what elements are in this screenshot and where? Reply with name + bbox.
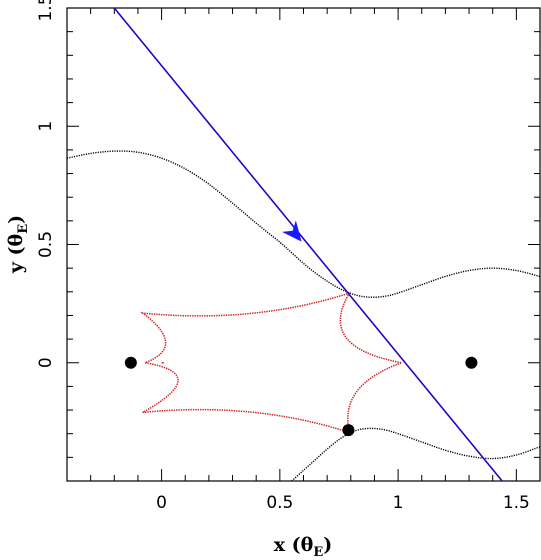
axis-ticks: [66, 7, 541, 482]
source-trajectory: [113, 8, 503, 481]
x-tick-label: 0.5: [266, 493, 293, 513]
x-tick-label: 1: [393, 493, 404, 513]
x-tick-label: 0: [156, 493, 167, 513]
y-tick-label: 0.5: [36, 231, 56, 258]
lens-marker: [124, 356, 137, 369]
lens-marker: [465, 356, 478, 369]
y-tick-label: 1: [36, 121, 56, 132]
plot-frame: [66, 7, 541, 482]
curves: [67, 8, 540, 481]
y-tick-label: 1.5: [36, 0, 56, 22]
y-tick-label: 0: [36, 357, 56, 368]
tick-labels: 0 0.5 1 1.5 0 0.5 1 1.5: [36, 0, 530, 513]
caustic: [140, 292, 405, 434]
x-axis-label: x (θE): [274, 534, 333, 560]
x-tick-label: 1.5: [503, 493, 530, 513]
markers: [124, 220, 478, 437]
critical-curve-upper: [67, 150, 540, 298]
direction-arrow: [281, 220, 302, 242]
y-axis-label: y (θE): [5, 215, 31, 274]
critical-curve-lower: [291, 427, 540, 481]
lens-marker: [342, 424, 355, 437]
